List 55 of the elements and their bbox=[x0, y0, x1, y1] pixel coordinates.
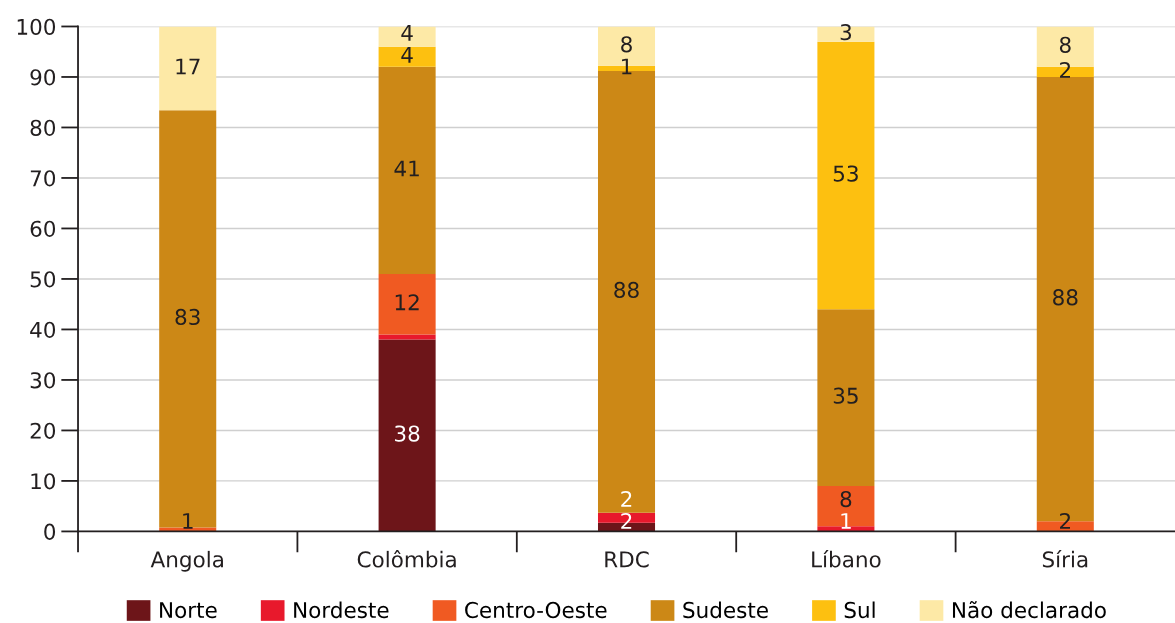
bar bbox=[159, 527, 217, 532]
data-label: 88 bbox=[1053, 289, 1078, 306]
y-tick-label: 40 bbox=[30, 321, 56, 338]
data-label: 1 bbox=[183, 513, 193, 529]
bar bbox=[378, 334, 436, 340]
bar bbox=[159, 26, 217, 111]
data-label: 83 bbox=[175, 308, 200, 326]
data-label: 53 bbox=[833, 165, 858, 182]
data-label: 17 bbox=[176, 58, 200, 75]
bar bbox=[378, 339, 436, 532]
bar bbox=[378, 26, 436, 47]
data-label: 4 bbox=[401, 47, 413, 63]
data-label: 8 bbox=[1059, 36, 1071, 53]
y-tick-label: 90 bbox=[30, 69, 56, 86]
data-label: 4 bbox=[401, 25, 413, 41]
data-label: 8 bbox=[840, 490, 852, 508]
data-label: 88 bbox=[614, 281, 639, 299]
bar bbox=[159, 110, 217, 528]
x-tick-label: Angola bbox=[150, 550, 223, 572]
x-tick-label: Síria bbox=[1042, 550, 1088, 568]
x-tick-label: RDC bbox=[605, 551, 649, 568]
y-tick-label: 60 bbox=[30, 220, 56, 237]
legend-label: Norte bbox=[160, 602, 217, 619]
y-tick-label: 10 bbox=[31, 473, 56, 490]
bar bbox=[817, 26, 875, 42]
data-label: 38 bbox=[395, 425, 420, 442]
data-label: 8 bbox=[621, 36, 632, 53]
data-label: 2 bbox=[1060, 512, 1070, 529]
legend-label: Nordeste bbox=[294, 601, 389, 619]
y-tick-label: 20 bbox=[30, 422, 56, 439]
legend-label: Não declarado bbox=[952, 601, 1106, 619]
y-tick-label: 80 bbox=[30, 119, 56, 136]
data-label: 12 bbox=[395, 294, 419, 311]
y-tick-label: 50 bbox=[30, 271, 56, 288]
bar bbox=[817, 485, 875, 527]
bar bbox=[378, 46, 436, 67]
x-tick-label: Líbano bbox=[812, 550, 881, 568]
legend-label: Sudeste bbox=[683, 601, 768, 619]
y-tick-label: 0 bbox=[44, 523, 56, 540]
data-label: 35 bbox=[833, 387, 858, 404]
x-tick-label: Colômbia bbox=[357, 550, 456, 568]
bar bbox=[817, 41, 875, 310]
legend-label: Centro-Oeste bbox=[465, 601, 607, 619]
data-label: 3 bbox=[840, 24, 852, 41]
y-tick-label: 100 bbox=[17, 18, 56, 35]
legend-label: Sul bbox=[844, 601, 875, 619]
data-label: 2 bbox=[621, 512, 632, 529]
data-label: 41 bbox=[394, 160, 419, 177]
data-label: 1 bbox=[841, 513, 851, 529]
bar bbox=[378, 66, 436, 274]
bar bbox=[817, 309, 875, 486]
data-label: 2 bbox=[621, 490, 632, 507]
y-tick-label: 70 bbox=[30, 170, 56, 187]
bar bbox=[378, 273, 436, 335]
y-tick-label: 30 bbox=[30, 372, 56, 389]
